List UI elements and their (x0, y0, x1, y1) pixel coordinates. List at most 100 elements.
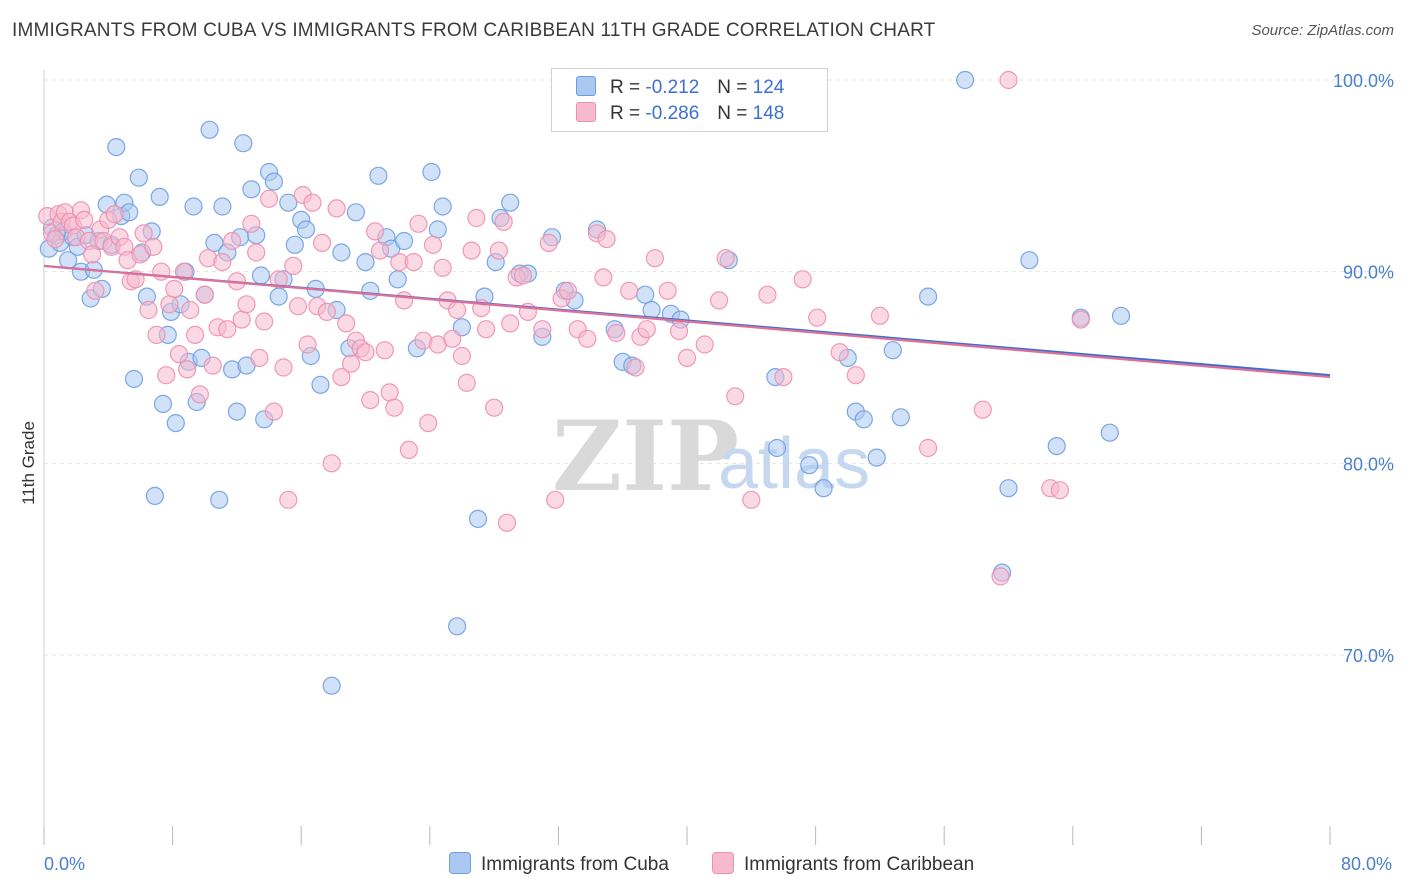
caribbean-point (462, 241, 481, 260)
caribbean-point (203, 356, 222, 375)
cuba-point (322, 676, 341, 695)
caribbean-point (255, 312, 274, 331)
caribbean-point (313, 233, 332, 252)
caribbean-point (404, 253, 423, 272)
caribbean-point (332, 368, 351, 387)
caribbean-point (709, 291, 729, 310)
legend-r-label: R = (610, 77, 641, 98)
cuba-point (311, 375, 330, 394)
caribbean-point (237, 295, 256, 314)
correlation-legend: R = -0.212 N = 124 R = -0.286 N = 148 (551, 68, 828, 132)
cuba-point (107, 138, 126, 157)
caribbean-point (147, 325, 166, 344)
caribbean-point (658, 281, 677, 300)
caribbean-point (758, 285, 777, 304)
y-tick-label: 70.0% (1343, 646, 1394, 666)
caribbean-point (288, 297, 308, 316)
caribbean-point (597, 230, 616, 249)
cuba-point (242, 180, 261, 199)
legend-n-label: N = (717, 103, 748, 124)
caribbean-point (370, 241, 390, 260)
series-swatch-caribbean (712, 852, 734, 874)
cuba-point (448, 617, 467, 636)
cuba-point (346, 203, 365, 222)
cuba-point (227, 402, 246, 421)
cuba-point (1111, 306, 1131, 325)
caribbean-point (250, 348, 269, 367)
caribbean-point (669, 322, 689, 341)
cuba-point (129, 168, 148, 187)
cuba-point (1047, 437, 1066, 456)
caribbean-point (186, 325, 205, 344)
legend-swatch-cuba (576, 76, 596, 96)
cuba-point (1100, 423, 1119, 442)
caribbean-point (174, 262, 193, 281)
caribbean-point (303, 193, 322, 212)
chart-source: Source: ZipAtlas.com (1251, 22, 1394, 39)
caribbean-point (242, 214, 261, 233)
legend-swatch-caribbean (576, 102, 596, 122)
series-legend-caribbean[interactable]: Immigrants from Caribbean (712, 852, 974, 876)
caribbean-point (546, 490, 565, 509)
caribbean-point (637, 320, 656, 339)
cuba-point (285, 235, 304, 254)
cuba-point (356, 253, 375, 272)
legend-n-value: 124 (752, 77, 785, 98)
caribbean-point (409, 214, 428, 233)
caribbean-point (973, 400, 992, 419)
caribbean-point (139, 300, 158, 320)
cuba-point (999, 479, 1018, 498)
caribbean-point (991, 567, 1010, 586)
cuba-point (361, 281, 380, 300)
x-tick-label: 80.0% (1341, 854, 1392, 874)
y-axis-label: 11th Grade (19, 421, 38, 505)
caribbean-point (774, 368, 793, 387)
caribbean-point (380, 383, 399, 402)
caribbean-point (830, 343, 849, 362)
cuba-point (210, 490, 229, 509)
y-tick-label: 100.0% (1333, 71, 1394, 91)
caribbean-point (395, 291, 414, 310)
caribbean-point (607, 323, 626, 343)
caribbean-point (452, 346, 471, 366)
caribbean-point (467, 208, 486, 228)
cuba-point (205, 233, 224, 252)
cuba-point (814, 479, 833, 498)
legend-n-label: N = (717, 77, 748, 98)
caribbean-point (247, 243, 266, 262)
cuba-point (124, 369, 144, 389)
cuba-point (395, 231, 414, 251)
cuba-point (883, 341, 902, 360)
cuba-point (145, 486, 164, 505)
cuba-point (428, 220, 447, 239)
cuba-point (854, 410, 873, 429)
series-legend-cuba[interactable]: Immigrants from Cuba (449, 852, 669, 876)
caribbean-point (223, 231, 242, 251)
axes (43, 70, 1331, 845)
cuba-point (918, 287, 938, 306)
caribbean-point (494, 212, 513, 231)
cuba-point (636, 285, 655, 304)
caribbean-point (558, 281, 578, 300)
caribbean-point (918, 438, 938, 458)
caribbean-point (1050, 481, 1070, 500)
axis-labels: 70.0% 80.0% 90.0% 100.0% 0.0% 80.0% 11th Grade (19, 71, 1394, 874)
legend-row-caribbean: R = -0.286 N = 148 (576, 102, 784, 126)
cuba-point (955, 70, 975, 90)
caribbean-point (337, 314, 356, 333)
cuba-point (501, 193, 520, 212)
caribbean-point (578, 329, 597, 348)
caribbean-point (726, 387, 745, 406)
legend-n-value: 148 (752, 103, 785, 124)
caribbean-point (218, 320, 237, 339)
caribbean-point (645, 249, 665, 268)
cuba-point (369, 166, 388, 185)
caribbean-point (793, 270, 812, 289)
caribbean-point (808, 308, 827, 327)
caribbean-point (999, 70, 1018, 90)
caribbean-point (46, 230, 65, 249)
cuba-point (332, 243, 351, 262)
caribbean-point (626, 358, 645, 377)
caribbean-point (1071, 310, 1090, 329)
caribbean-point (533, 320, 552, 339)
